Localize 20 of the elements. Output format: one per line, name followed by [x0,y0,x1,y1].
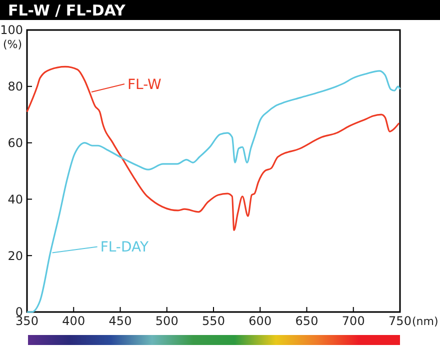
line-series [26,70,401,313]
legend-label: FL-W [127,76,162,93]
x-tick-label: 600 [248,314,272,328]
x-axis-title: (nm) [412,315,438,328]
x-tick-label: 700 [342,314,365,328]
y-tick-label: 80 [8,80,23,94]
x-tick-label: 650 [295,314,318,328]
y-tick-label: 40 [8,192,23,206]
y-tick-label: 20 [8,248,23,263]
y-axis-title: (%) [3,38,22,51]
line-series [26,66,400,232]
x-tick-label: 400 [62,314,86,328]
x-tick-label: 750 [388,314,412,328]
legend-label: FL-DAY [100,240,149,256]
y-tick-label: 100 [0,23,23,38]
y-tick-label: 60 [8,136,23,150]
x-tick-label: 550 [202,314,225,328]
x-tick-label: 450 [108,314,132,328]
x-tick-label: 500 [155,314,178,328]
chart-title: FL-W / FL-DAY [8,1,126,20]
